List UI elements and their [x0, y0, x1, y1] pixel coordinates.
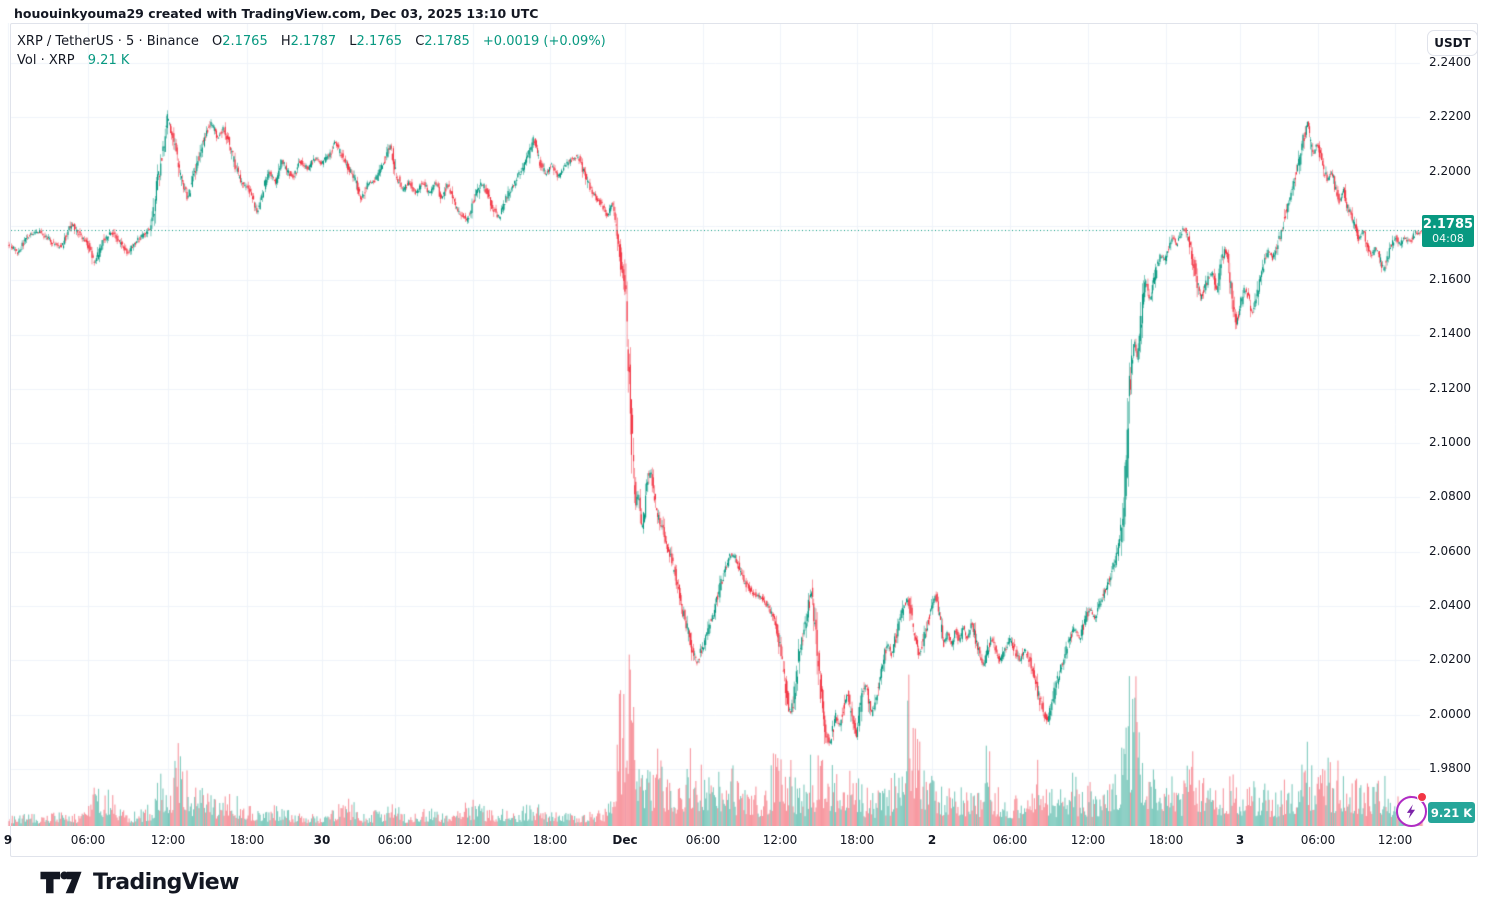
time-axis-label: 06:00	[70, 833, 106, 847]
time-axis-label: 12:00	[150, 833, 186, 847]
price-axis-label: 2.2000	[1429, 164, 1471, 178]
legend-symbol-row: XRP / TetherUS · 5 · Binance O2.1765 H2.…	[17, 34, 606, 49]
time-axis-label: 12:00	[1070, 833, 1106, 847]
bar-countdown: 04:08	[1432, 232, 1464, 245]
notification-dot	[1417, 792, 1427, 802]
change-value: +0.0019 (+0.09%)	[482, 34, 606, 49]
time-axis-label: 3	[1235, 833, 1245, 847]
chart-canvas[interactable]	[0, 23, 1424, 826]
time-axis-label: 12:00	[1377, 833, 1413, 847]
flash-icon[interactable]	[1396, 796, 1427, 827]
interval-value: 5	[126, 34, 135, 49]
time-axis-label: 18:00	[1148, 833, 1184, 847]
volume-label: Vol · XRP	[17, 53, 75, 68]
symbol-name: XRP / TetherUS	[17, 34, 114, 49]
time-axis-label: 06:00	[685, 833, 721, 847]
time-axis-label: 30	[313, 833, 331, 847]
time-axis-label: 2	[927, 833, 937, 847]
volume-value: 9.21 K	[87, 53, 130, 68]
last-price-badge: 2.1785 04:08	[1422, 215, 1474, 247]
volume-value-badge: 9.21 K	[1428, 802, 1475, 823]
time-axis-label: 18:00	[229, 833, 265, 847]
currency-toggle-button[interactable]: USDT	[1427, 30, 1478, 56]
price-axis-label: 2.1000	[1429, 435, 1471, 449]
price-axis-label: 2.0600	[1429, 544, 1471, 558]
time-axis-label: Dec	[612, 833, 638, 847]
time-axis-label: 18:00	[532, 833, 568, 847]
tradingview-logomark-icon	[40, 871, 82, 894]
price-axis-label: 2.0000	[1429, 707, 1471, 721]
chart-legend: XRP / TetherUS · 5 · Binance O2.1765 H2.…	[17, 32, 606, 70]
lightning-bolt-icon	[1406, 804, 1416, 819]
price-axis-label: 1.9800	[1429, 761, 1471, 775]
price-axis-label: 2.0200	[1429, 652, 1471, 666]
time-axis-label: 9	[3, 833, 13, 847]
ohlc-high: H2.1787	[280, 34, 337, 49]
last-price-value: 2.1785	[1422, 217, 1474, 232]
tradingview-logo-text: TradingView	[93, 869, 239, 895]
price-axis-label: 2.1400	[1429, 326, 1471, 340]
time-axis-label: 06:00	[992, 833, 1028, 847]
price-axis-label: 2.2400	[1429, 55, 1471, 69]
ohlc-open: O2.1765	[212, 34, 268, 49]
price-axis-label: 2.2200	[1429, 109, 1471, 123]
time-axis-label: 12:00	[455, 833, 491, 847]
price-axis-label: 2.1600	[1429, 272, 1471, 286]
ohlc-low: L2.1765	[349, 34, 403, 49]
price-axis-label: 2.1200	[1429, 381, 1471, 395]
attribution-text: hououinkyouma29 created with TradingView…	[14, 6, 539, 21]
legend-volume-row: Vol · XRP 9.21 K	[17, 51, 606, 70]
time-axis-label: 18:00	[839, 833, 875, 847]
price-axis-label: 2.0800	[1429, 489, 1471, 503]
ohlc-close: C2.1785	[415, 34, 470, 49]
time-axis-label: 12:00	[762, 833, 798, 847]
time-axis-label: 06:00	[1300, 833, 1336, 847]
tradingview-logo[interactable]: TradingView	[38, 868, 239, 896]
time-axis-label: 06:00	[377, 833, 413, 847]
exchange-name: Binance	[146, 34, 199, 49]
price-axis-label: 2.0400	[1429, 598, 1471, 612]
